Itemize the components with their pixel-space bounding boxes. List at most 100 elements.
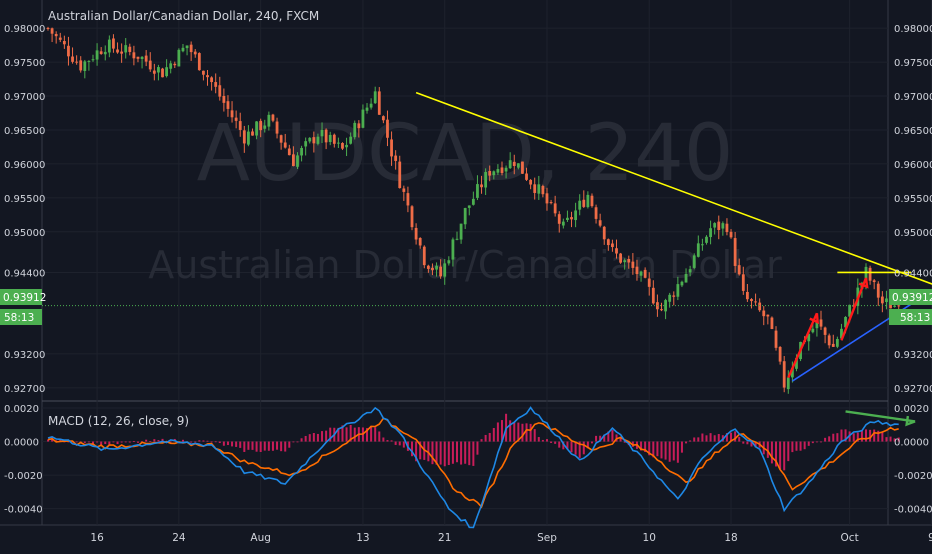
candle-body [324,129,328,143]
candle-body [786,377,790,390]
candle-body [876,283,880,298]
macd-histogram-bar [832,433,835,442]
macd-tick-label-right: 0.0000 [894,438,929,449]
macd-histogram-bar [411,441,414,457]
candle-body [242,130,246,144]
chart-title[interactable]: Australian Dollar/Canadian Dollar, 240, … [48,9,319,23]
macd-histogram-bar [680,441,683,453]
macd-histogram-bar [603,434,606,442]
left-axis-area[interactable] [0,0,42,550]
candle-body [680,281,684,286]
candle-body [112,38,115,49]
candle-body [844,316,847,328]
macd-tick-label-right: 0.0020 [894,404,929,415]
candle-body [467,205,471,208]
candle-body [300,147,303,156]
macd-histogram-bar [304,435,307,442]
last-price-badge-right [889,289,932,305]
candle-body [177,49,181,67]
price-tick-label-left: 0.95000 [4,228,45,239]
candle-body [754,301,757,303]
macd-histogram-bar [877,430,880,442]
macd-histogram-bar [451,441,454,464]
candle-body [831,343,835,347]
macd-histogram-bar [513,421,516,442]
macd-histogram-bar [112,441,115,443]
red-arrow-1[interactable] [787,312,819,379]
candle-body [414,227,418,240]
candles [46,26,901,394]
time-tick-label: Sep [537,532,557,544]
price-tick-label-left: 0.96000 [4,160,45,171]
macd-histogram-bar [738,436,741,442]
candle-body [50,28,54,34]
macd-histogram-bar [419,441,422,460]
green-arrow[interactable] [845,410,916,423]
macd-histogram-bar [108,441,111,446]
candle-body [435,265,438,270]
candle-body [353,122,357,138]
candle-body [381,116,385,121]
macd-histogram-bar [640,441,643,451]
macd-tick-label-left: -0.0040 [4,505,43,516]
candle-body [745,291,749,300]
candle-body [316,136,320,144]
macd-histogram-bar [464,441,467,464]
macd-legend[interactable]: MACD (12, 26, close, 9) [48,414,189,428]
macd-histogram-bar [398,441,401,446]
macd-tick-label-right: -0.0020 [894,471,932,482]
candle-body [369,103,373,108]
macd-histogram-bar [222,441,225,446]
price-tick-label-right: 0.97500 [894,58,932,69]
red-arrow-2[interactable] [840,277,868,341]
macd-histogram-bar [893,438,896,442]
candle-body [410,206,414,228]
candle-body [790,367,794,378]
macd-histogram-bar [811,441,814,444]
macd-histogram-bar [746,441,749,445]
candle-body [766,314,770,317]
candle-body [696,243,700,257]
candle-body [426,265,430,269]
candle-body [87,60,91,62]
candle-body [525,173,528,180]
price-tick-label-left: 0.97000 [4,92,45,103]
candle-body [537,184,541,194]
macd-histogram-bar [644,441,647,452]
macd-histogram-bar [353,427,356,442]
macd-histogram-bar [288,441,291,448]
candle-body [308,137,312,142]
macd-tick-label-left: 0.0020 [4,404,39,415]
red-arrow-1-head [809,313,820,325]
candle-body [255,121,258,136]
macd-histogram-bar [349,424,352,442]
candle-body [741,274,745,291]
macd-histogram-bar [300,438,303,442]
candle-body [835,339,839,347]
macd-histogram-bar [210,441,213,443]
macd-histogram-bar [435,441,438,465]
support-trendline[interactable] [791,272,932,382]
candle-body [120,51,124,54]
price-tick-label-right: 0.97000 [894,92,932,103]
candle-body [230,110,234,118]
candle-body [500,167,504,173]
macd-histogram-bar [447,441,450,466]
candle-body [635,266,639,275]
macd-histogram-bar [775,441,778,467]
candle-body [107,39,111,53]
resistance-trendline[interactable] [415,91,932,351]
candle-body [54,33,58,37]
candle-body [512,161,516,166]
candle-body [312,137,316,144]
candle-body [267,114,271,127]
macd-tick-label-left: 0.0000 [4,438,39,449]
candle-body [173,63,177,66]
candle-body [283,142,287,148]
macd-histogram-bar [255,441,258,452]
candle-body [185,45,189,49]
macd-histogram-bar [860,430,863,442]
macd-histogram-bar [194,441,197,443]
candle-body [79,60,83,71]
